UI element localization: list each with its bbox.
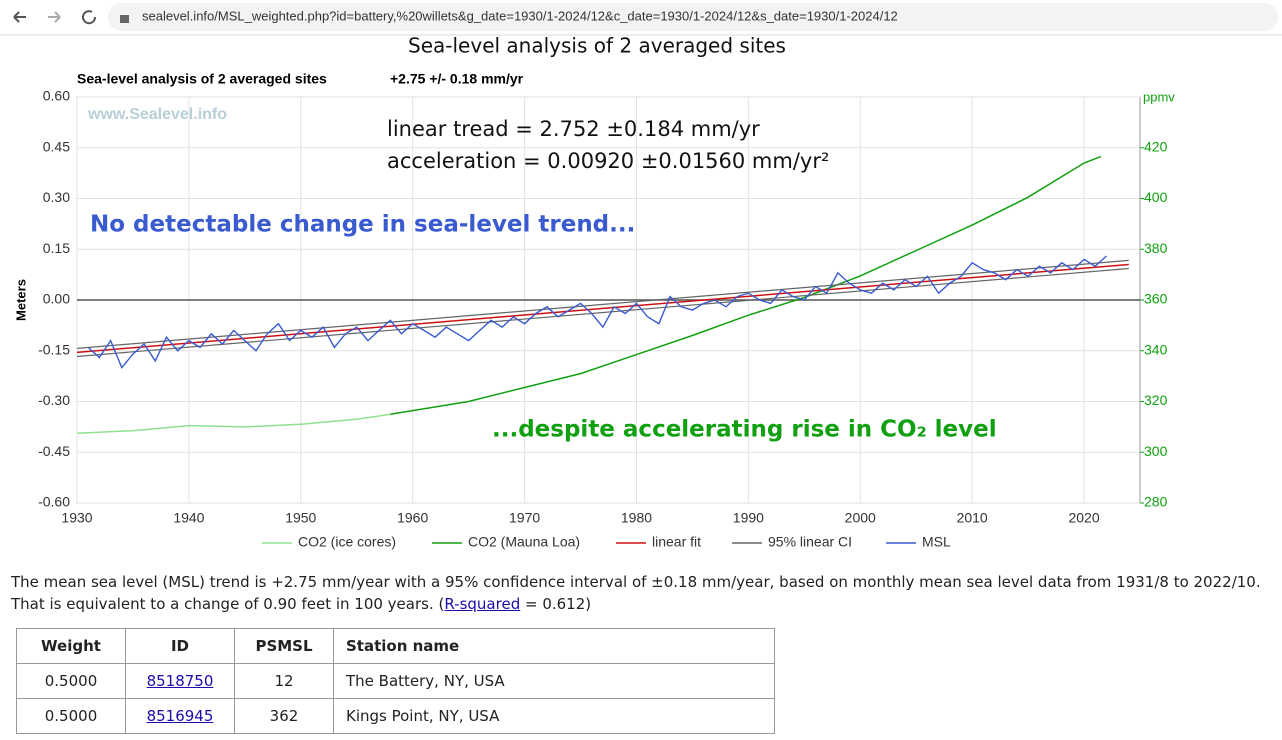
chart-title: Sea-level analysis of 2 averaged sites	[77, 71, 327, 87]
x-tick-label: 2000	[845, 510, 876, 526]
y2-tick-label: 340	[1144, 341, 1168, 357]
legend-item: MSL	[886, 534, 951, 550]
y-tick-label: 0.45	[43, 138, 70, 154]
y-axis-label: Meters	[13, 279, 28, 321]
series-line	[76, 413, 391, 434]
ci-line	[76, 259, 1129, 349]
x-tick-label: 1990	[733, 510, 764, 526]
cell: 8518750	[125, 663, 235, 699]
back-button[interactable]	[13, 11, 26, 23]
cell: 8516945	[125, 698, 235, 734]
legend-label: CO2 (ice cores)	[298, 534, 396, 550]
y-tick-label: 0.30	[43, 189, 70, 205]
x-tick-label: 1980	[621, 510, 652, 526]
y2-tick-label: 380	[1144, 240, 1168, 256]
table-row: 0.5000 8518750 12 The Battery, NY, USA	[16, 663, 775, 699]
y-tick-label: 0.15	[43, 240, 70, 256]
y-tick-label: -0.60	[38, 494, 70, 510]
annotation: ...despite accelerating rise in CO₂ leve…	[492, 417, 997, 443]
chart: sealevel.info/MSL_weighted.php?id=batter…	[0, 3, 1282, 550]
page-title: Sea-level analysis of 2 averaged sites	[408, 34, 786, 58]
id-link[interactable]: 8516945	[146, 707, 214, 725]
header-cell: ID	[125, 628, 235, 664]
y2-axis-label: ppmv	[1143, 89, 1175, 104]
x-tick-label: 1960	[397, 510, 428, 526]
cell: 0.5000	[16, 663, 126, 699]
x-tick-label: 1940	[173, 510, 204, 526]
cell: Kings Point, NY, USA	[333, 698, 775, 734]
y2-tick-label: 280	[1144, 494, 1168, 510]
watermark: www.Sealevel.info	[87, 106, 227, 123]
y2-tick-label: 420	[1144, 138, 1168, 154]
legend-item: CO2 (ice cores)	[262, 534, 396, 550]
x-tick-label: 2010	[957, 510, 988, 526]
lock-icon	[120, 15, 129, 23]
msl-line	[87, 255, 1107, 370]
x-tick-label: 2020	[1068, 510, 1099, 526]
legend-label: CO2 (Mauna Loa)	[468, 534, 580, 550]
y-tick-label: -0.15	[38, 341, 70, 357]
y-tick-label: -0.30	[38, 392, 70, 408]
x-tick-label: 1930	[61, 510, 92, 526]
series-line	[76, 263, 1129, 354]
y-tick-label: -0.45	[38, 443, 70, 459]
y2-tick-label: 360	[1144, 291, 1168, 307]
cell: 12	[234, 663, 334, 699]
annotation: acceleration = 0.00920 ±0.01560 mm/yr²	[387, 149, 829, 173]
header-cell: PSMSL	[234, 628, 334, 664]
x-tick-label: 1970	[509, 510, 540, 526]
url: sealevel.info/MSL_weighted.php?id=batter…	[142, 8, 898, 23]
address-bar[interactable]	[108, 3, 1278, 31]
summary-text: = 0.612)	[520, 595, 592, 613]
ci-line	[76, 267, 1129, 358]
y2-tick-label: 300	[1144, 443, 1168, 459]
table-header: Weight ID PSMSL Station name	[16, 628, 775, 664]
annotation: No detectable change in sea-level trend.…	[90, 212, 635, 238]
forward-button[interactable]	[48, 11, 61, 23]
series-line	[390, 155, 1102, 415]
y2-tick-label: 320	[1144, 392, 1168, 408]
header-cell: Weight	[16, 628, 126, 664]
header-cell: Station name	[333, 628, 775, 664]
summary-text: The mean sea level (MSL) trend is +2.75 …	[11, 573, 1261, 613]
legend-item: linear fit	[616, 534, 701, 550]
chart-subtitle: +2.75 +/- 0.18 mm/yr	[390, 71, 524, 87]
cell: 0.5000	[16, 698, 126, 734]
cell: 362	[234, 698, 334, 734]
x-tick-label: 1950	[285, 510, 316, 526]
legend-label: MSL	[922, 534, 951, 550]
legend-item: 95% linear CI	[732, 534, 852, 550]
legend-item: CO2 (Mauna Loa)	[432, 534, 580, 550]
y-tick-label: 0.00	[43, 291, 70, 307]
annotation: linear tread = 2.752 ±0.184 mm/yr	[387, 117, 760, 141]
legend-label: linear fit	[652, 534, 701, 550]
legend-label: 95% linear CI	[768, 534, 852, 550]
summary: The mean sea level (MSL) trend is +2.75 …	[11, 571, 1261, 615]
reload-button[interactable]	[82, 10, 97, 25]
y2-tick-label: 400	[1144, 189, 1168, 205]
cell: The Battery, NY, USA	[333, 663, 775, 699]
station-table: Weight ID PSMSL Station name 0.5000 8518…	[16, 628, 775, 734]
id-link[interactable]: 8518750	[146, 672, 214, 690]
table-row: 0.5000 8516945 362 Kings Point, NY, USA	[16, 698, 775, 734]
r-squared-link[interactable]: R-squared	[444, 595, 521, 613]
y-tick-label: 0.60	[43, 88, 70, 104]
